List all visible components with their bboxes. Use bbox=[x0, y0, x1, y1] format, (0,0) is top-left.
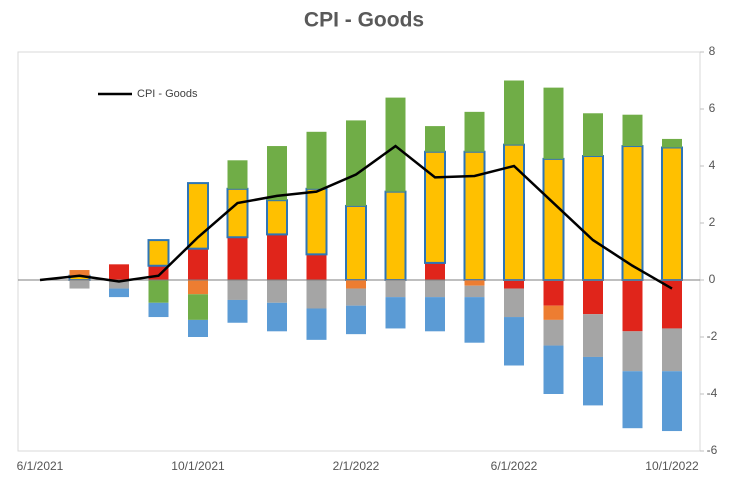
bar-segment bbox=[188, 294, 208, 320]
bar-segment bbox=[227, 160, 248, 189]
bar-segment bbox=[306, 308, 327, 340]
bar-segment bbox=[622, 280, 643, 332]
bar-segment bbox=[188, 248, 208, 280]
line bbox=[39, 144, 673, 290]
x-tick-label: 10/1/2021 bbox=[171, 459, 225, 473]
x-tick-label: 10/1/2022 bbox=[645, 459, 699, 473]
bar-segment bbox=[543, 305, 564, 320]
chart-title: CPI - Goods bbox=[304, 9, 424, 32]
bar-segment bbox=[543, 280, 564, 306]
bar-segment bbox=[425, 262, 445, 280]
x-tick-label: 2/1/2022 bbox=[333, 459, 380, 473]
bar-segment bbox=[622, 371, 643, 429]
bar-segment bbox=[306, 254, 327, 280]
y-tick-label: 0 bbox=[709, 272, 716, 286]
bar-segment bbox=[227, 280, 248, 300]
bar-segment bbox=[464, 297, 485, 343]
y-tick-label: 4 bbox=[709, 158, 716, 172]
bar-segment bbox=[148, 302, 169, 318]
y-tick-label: -6 bbox=[707, 443, 718, 457]
bar-segment bbox=[464, 111, 485, 152]
y-tick-label: 8 bbox=[709, 44, 716, 58]
bar-segment bbox=[583, 314, 603, 357]
y-tick-label: 2 bbox=[709, 215, 716, 229]
bar-segment bbox=[385, 280, 406, 298]
bar-segment bbox=[346, 280, 366, 289]
bar-segment bbox=[583, 356, 603, 406]
bar-segment bbox=[69, 270, 90, 276]
plot-frame bbox=[17, 51, 701, 452]
bar-segment bbox=[662, 138, 682, 148]
bar-segment bbox=[662, 371, 682, 432]
bar-segment bbox=[227, 237, 248, 280]
bar-segment bbox=[227, 299, 248, 323]
bar-segment bbox=[583, 280, 603, 315]
bar-segment bbox=[504, 280, 524, 289]
legend-text: CPI - Goods bbox=[137, 88, 198, 100]
bar-segment bbox=[622, 331, 643, 372]
bar-segment bbox=[463, 150, 486, 281]
bar-segment bbox=[109, 280, 129, 289]
bar-segment bbox=[267, 146, 287, 201]
bar-segment bbox=[424, 150, 446, 264]
bar-segment bbox=[504, 288, 524, 318]
bar-segment bbox=[346, 288, 366, 306]
bar-segment bbox=[346, 120, 366, 206]
bar-segment bbox=[662, 280, 682, 329]
bar-segment bbox=[464, 280, 485, 286]
bar-segment bbox=[582, 155, 604, 281]
bar-segment bbox=[226, 187, 249, 239]
bar-segment bbox=[109, 264, 129, 280]
bar-segment bbox=[267, 234, 287, 280]
bar-segment bbox=[661, 146, 683, 281]
bar-segment bbox=[543, 345, 564, 394]
bar-segment bbox=[464, 285, 485, 298]
bar-segment bbox=[188, 319, 208, 337]
bar-segment bbox=[267, 280, 287, 303]
bar-segment bbox=[384, 190, 407, 281]
bar-segment bbox=[306, 280, 327, 309]
bar-segment bbox=[583, 113, 603, 157]
bar-segment bbox=[542, 157, 565, 281]
bar-segment bbox=[346, 305, 366, 335]
bar-segment bbox=[306, 131, 327, 189]
y-tick-label: -4 bbox=[707, 386, 718, 400]
bar-segment bbox=[504, 80, 524, 145]
bar-segment bbox=[147, 239, 170, 267]
bar-segment bbox=[543, 319, 564, 346]
bar-segment bbox=[345, 204, 367, 281]
bar-segment bbox=[69, 280, 90, 289]
bar-segment bbox=[267, 302, 287, 332]
x-tick-label: 6/1/2021 bbox=[17, 459, 64, 473]
bar-segment bbox=[622, 114, 643, 147]
bar-segment bbox=[305, 187, 328, 256]
bar-segment bbox=[188, 280, 208, 295]
bar-segment bbox=[662, 328, 682, 372]
bar-segment bbox=[425, 126, 445, 152]
bar-segment bbox=[425, 280, 445, 298]
y-tick-label: 6 bbox=[709, 101, 716, 115]
bar-segment bbox=[385, 297, 406, 329]
x-tick-label: 6/1/2022 bbox=[491, 459, 538, 473]
y-tick-label: -2 bbox=[707, 329, 718, 343]
bar-segment bbox=[425, 297, 445, 332]
bar-segment bbox=[504, 317, 524, 366]
bar-segment bbox=[109, 288, 129, 298]
bar-segment bbox=[148, 280, 169, 303]
bar-segment bbox=[543, 87, 564, 159]
bar-segment bbox=[266, 199, 288, 236]
